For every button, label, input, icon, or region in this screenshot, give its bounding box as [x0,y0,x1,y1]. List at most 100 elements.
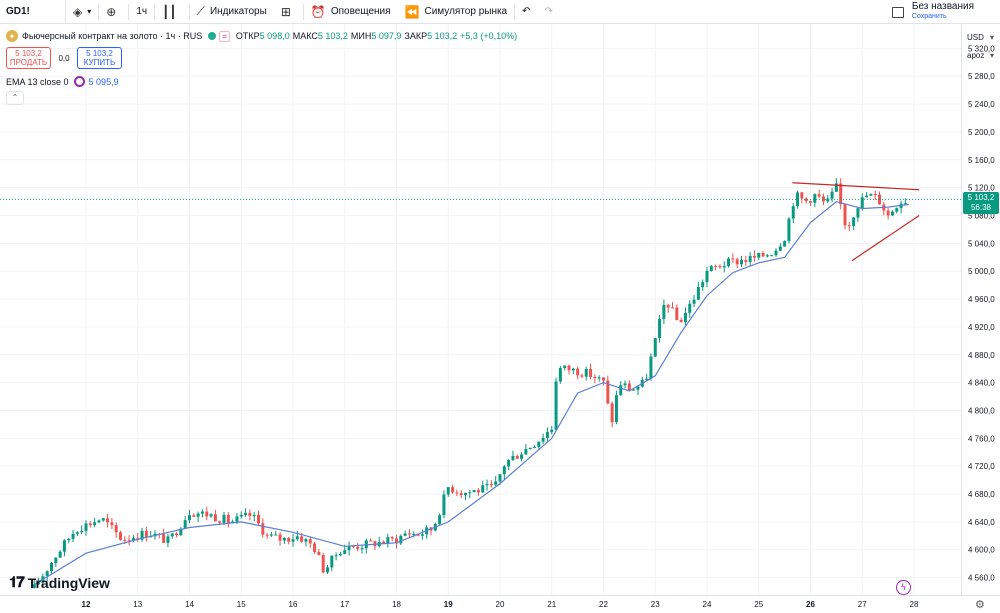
candle-up [692,299,696,304]
buy-label: КУПИТЬ [83,58,116,67]
alerts-label: Оповещения [330,6,391,17]
candle-down [300,536,304,542]
candle-down [369,540,373,542]
candle-up [304,539,308,542]
candle-up [662,305,666,319]
symbol-search[interactable]: GD1! [0,0,66,24]
candle-up [860,197,864,209]
tradingview-logo[interactable]: 𝟏𝟕 TradingView [9,574,110,591]
low-label: МИН [350,31,372,41]
candle-up [550,429,554,433]
compare-button[interactable]: ◈ ▾ [66,0,98,24]
alerts-button[interactable]: ⏰ Оповещения [304,0,398,24]
candle-up [520,454,524,459]
redo-button[interactable]: ↷ [538,0,560,24]
interval-label: 1ч [136,6,148,17]
candle-up [852,217,856,226]
candle-down [106,518,110,523]
gear-icon[interactable]: ⚙ [975,599,985,611]
candle-down [627,383,631,391]
candle-up [71,533,75,539]
candle-up [705,270,709,283]
add-symbol-button[interactable]: ⊕ [99,0,128,24]
market-status-dot [208,32,217,40]
candle-down [192,515,196,517]
candle-down [226,514,230,523]
candle-down [395,538,398,544]
candle-down [278,534,282,541]
price-tick-label: 4 640,0 [968,518,995,527]
candle-up [334,555,338,557]
time-tick-label: 25 [754,600,763,609]
candle-up [649,356,653,379]
candle-up [658,318,662,338]
time-tick-label: 15 [237,600,246,609]
time-scale[interactable] [0,595,1000,613]
interval-button[interactable]: 1ч [129,0,154,24]
scale-mode-label[interactable]: apoz [967,51,985,60]
trendline-lower [851,214,920,262]
buy-button[interactable]: 5 103,2 КУПИТЬ [77,47,122,69]
brand-name: TradingView [27,574,110,591]
candle-up [131,538,135,541]
candle-up [481,485,485,493]
ema-value: 5 095,9 [88,76,119,87]
candle-up [778,246,782,251]
candle-up [188,515,191,521]
indicators-button[interactable]: ⟋ Индикаторы [190,0,274,24]
top-toolbar: GD1! ◈ ▾ ⊕ 1ч ┃┃ ⟋ Индикаторы ⊞ ⏰ Оповещени… [0,0,1000,24]
time-tick-label: 17 [340,600,349,609]
candle-up [235,516,239,522]
candle-up [558,368,562,382]
replay-button[interactable]: ⏪ Симулятор рынка [398,0,515,24]
collapse-legend-button[interactable]: ⌃ [6,91,24,105]
undo-button[interactable]: ↶ [515,0,537,24]
candle-up [619,385,623,396]
candle-down [308,539,312,544]
candle-up [326,567,329,573]
candle-up [438,515,442,524]
time-tick-label: 12 [82,600,91,609]
candle-up [485,484,489,486]
price-tick-label: 4 760,0 [968,434,995,443]
buy-price: 5 103,2 [86,49,113,58]
candle-down [162,534,166,543]
candle-down [407,533,411,535]
templates-button[interactable]: ⊞ [274,0,303,24]
ema-line-layer [33,200,909,586]
price-tick-label: 5 280,0 [968,72,995,81]
candle-down [382,541,386,544]
candle-down [567,365,571,371]
price-scale[interactable] [961,24,1000,595]
candle-up [571,368,575,371]
ema-legend[interactable]: EMA 13 close 0 5 095,9 [6,76,119,87]
lightning-icon[interactable]: ϟ [896,580,911,595]
candle-down [606,380,610,404]
candle-up [274,534,278,536]
currency-label[interactable]: USD [967,33,984,42]
ema-settings-icon[interactable] [73,76,85,87]
price-tick-label: 4 800,0 [968,406,995,415]
chart-type-button[interactable]: ┃┃ [155,0,188,24]
price-tick-label: 5 200,0 [968,128,995,137]
layout-save-button[interactable]: Без названия Сохранить [891,2,1000,22]
candle-up [623,383,627,386]
candle-up [291,539,295,542]
candle-up [636,386,640,390]
candle-down [804,198,808,202]
layout-status: Сохранить [911,13,947,20]
sell-label: ПРОДАТЬ [9,58,48,67]
candle-up [545,432,549,438]
trade-panel: 5 103,2 ПРОДАТЬ 0,0 5 103,2 КУПИТЬ [6,47,122,69]
close-label: ЗАКР [404,31,428,41]
price-tick-label: 5 240,0 [968,100,995,109]
divider [98,3,100,20]
divider [514,3,516,20]
candle-down [602,377,605,381]
candle-up [740,260,743,265]
sell-button[interactable]: 5 103,2 ПРОДАТЬ [6,47,51,69]
candle-up [537,441,541,447]
trendline-upper [792,182,920,191]
replay-label: Симулятор рынка [424,6,508,17]
